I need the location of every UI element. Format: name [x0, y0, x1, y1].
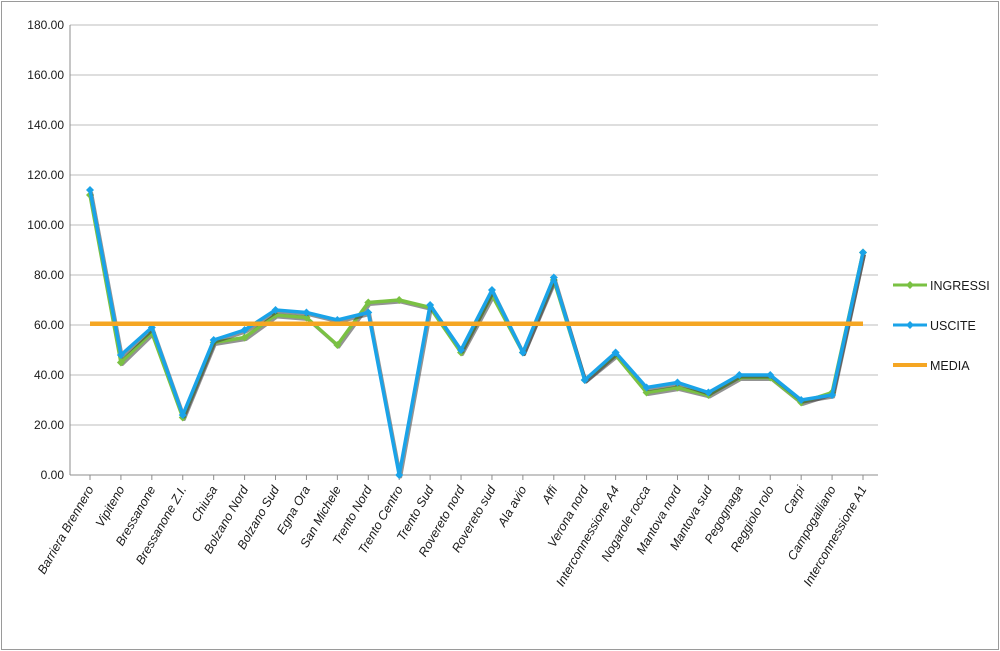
legend-item-ingressi: INGRESSI [893, 279, 990, 293]
data-point [116, 351, 125, 359]
legend: INGRESSI USCITE MEDIA [893, 279, 990, 373]
series-ingressi [86, 191, 867, 422]
y-tick-label: 20.00 [34, 418, 64, 432]
data-point [209, 336, 218, 344]
x-category-label: Chiusa [189, 483, 221, 524]
data-point [487, 286, 496, 294]
data-point [271, 306, 280, 314]
data-point [86, 186, 94, 194]
legend-marker [906, 281, 914, 289]
data-point [457, 346, 466, 354]
data-point [426, 301, 435, 309]
legend-label: MEDIA [930, 359, 970, 373]
data-point [766, 371, 775, 379]
series-shadow [90, 196, 866, 421]
x-category-label: Affi [539, 482, 561, 507]
data-point [611, 348, 620, 357]
series-uscite [86, 186, 867, 479]
y-tick-label: 60.00 [34, 318, 64, 332]
legend-marker [906, 321, 914, 329]
data-point [364, 298, 373, 307]
data-point [828, 391, 837, 399]
data-point [240, 326, 249, 334]
data-point [302, 308, 311, 317]
gridlines [70, 24, 878, 476]
data-point [395, 296, 404, 304]
data-point [797, 396, 806, 404]
x-category-label: Barriera Brennero [35, 483, 97, 576]
x-category-label: Vipiteno [93, 483, 128, 529]
data-point [518, 348, 527, 357]
x-axis: Barriera BrenneroVipitenoBressanoneBress… [35, 474, 878, 589]
data-point [395, 471, 404, 479]
series-line [88, 188, 865, 477]
y-tick-label: 140.00 [27, 118, 64, 132]
data-point [549, 273, 558, 282]
data-point [735, 371, 744, 379]
data-point [673, 378, 682, 387]
legend-item-uscite: USCITE [893, 319, 976, 333]
series-line [88, 193, 865, 420]
series-shadow [90, 191, 866, 479]
y-tick-label: 80.00 [34, 268, 64, 282]
y-tick-label: 0.00 [41, 468, 65, 482]
x-category-label: Carpi [781, 482, 809, 516]
legend-label: USCITE [930, 319, 976, 333]
data-point [116, 358, 125, 367]
legend-item-media: MEDIA [893, 359, 970, 373]
y-tick-label: 120.00 [27, 168, 64, 182]
y-tick-label: 40.00 [34, 368, 64, 382]
data-point [642, 383, 651, 392]
data-point [704, 388, 713, 397]
y-tick-label: 180.00 [27, 18, 64, 32]
data-point [859, 248, 867, 257]
y-tick-label: 160.00 [27, 68, 64, 82]
data-point [580, 376, 589, 384]
data-point [178, 411, 187, 419]
data-point [364, 308, 373, 317]
series-lines [86, 186, 867, 479]
y-tick-label: 100.00 [27, 218, 64, 232]
legend-label: INGRESSI [930, 279, 990, 293]
data-point [333, 341, 342, 349]
x-category-label: Ala avio [495, 483, 530, 529]
data-point [240, 333, 249, 342]
y-axis: 0.00 20.00 40.00 60.00 80.00 100.00 120.00 140.… [27, 18, 71, 482]
